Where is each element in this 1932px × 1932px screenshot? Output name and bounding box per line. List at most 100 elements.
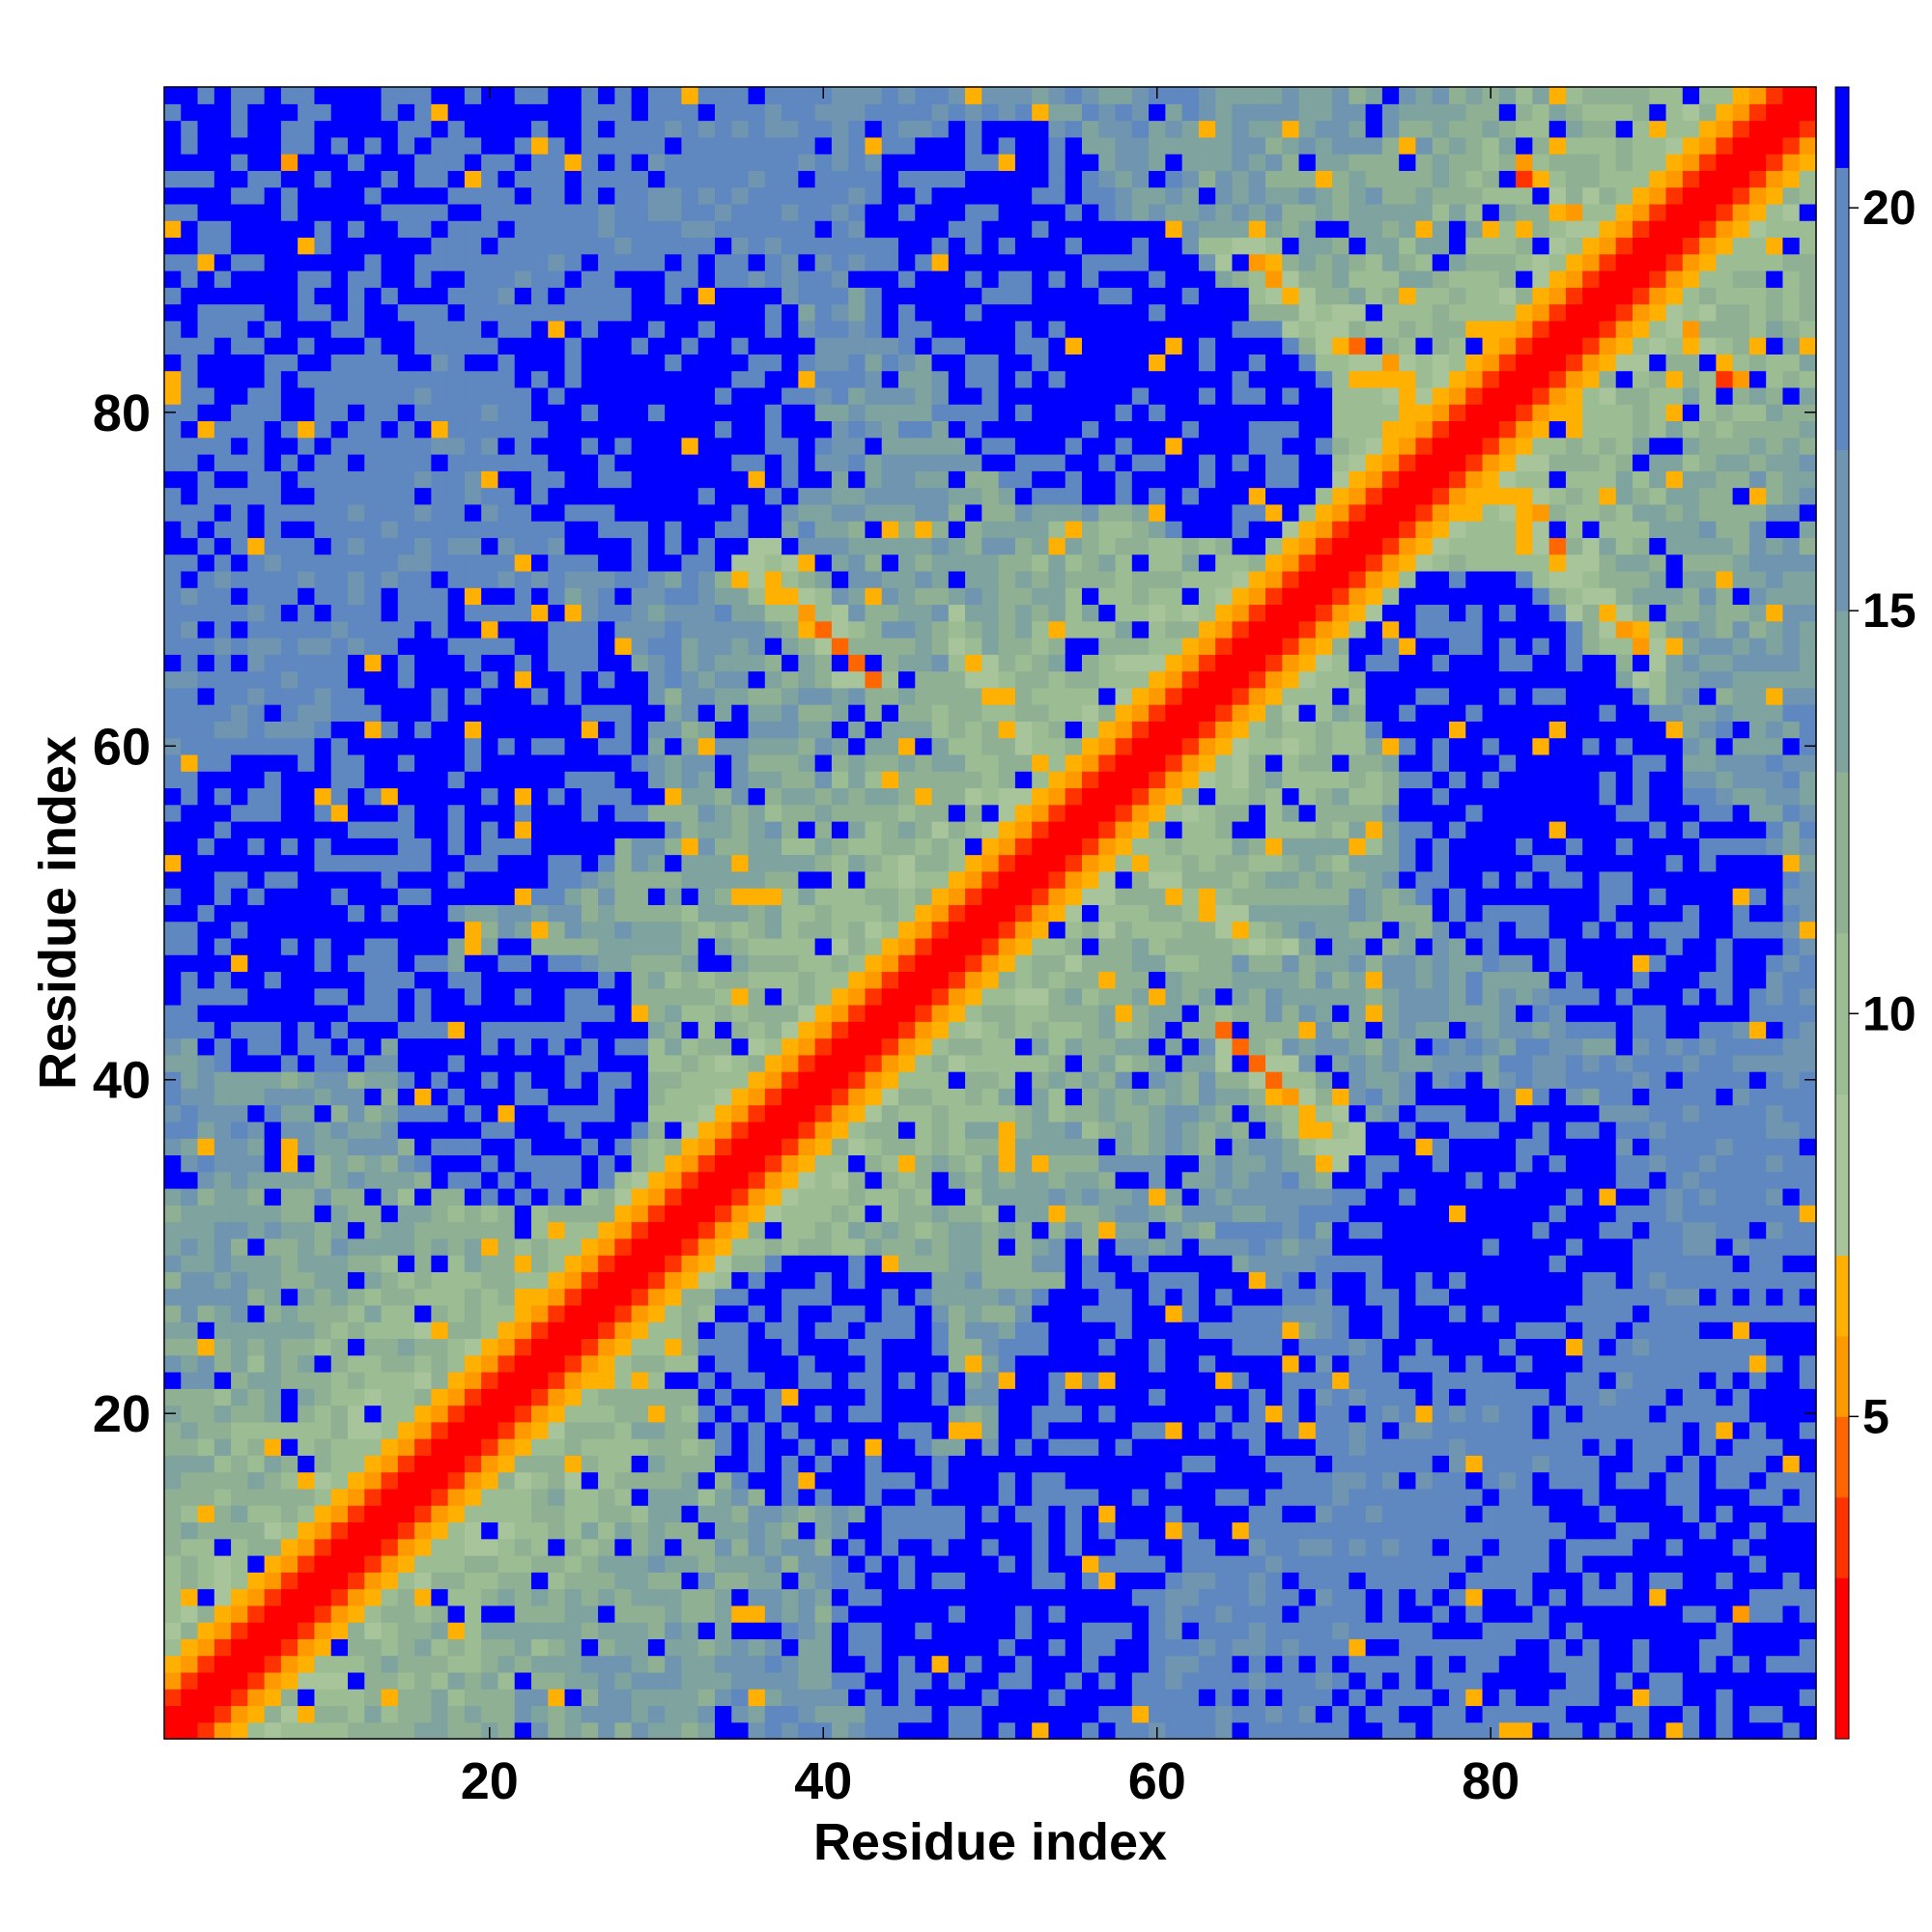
heatmap-cell [1215,1689,1234,1707]
heatmap-cell [564,1121,582,1139]
heatmap-cell [431,253,449,271]
heatmap-cell [397,821,415,838]
heatmap-cell [931,1237,950,1256]
heatmap-cell [564,1689,582,1707]
heatmap-cell [213,136,232,155]
heatmap-cell [665,1338,683,1356]
heatmap-cell [1415,1455,1434,1473]
heatmap-cell [548,1354,566,1373]
heatmap-cell [298,386,316,405]
heatmap-cell [397,1488,415,1506]
heatmap-cell [598,1255,615,1272]
heatmap-cell [1548,1421,1567,1439]
heatmap-cell [631,1104,649,1122]
heatmap-cell [1265,1321,1283,1340]
heatmap-cell [231,1154,248,1173]
heatmap-cell [330,1421,349,1439]
heatmap-cell [1365,1321,1383,1340]
heatmap-cell [164,620,182,639]
heatmap-cell [447,1455,466,1473]
heatmap-cell [865,1471,883,1490]
heatmap-cell [264,503,282,522]
heatmap-cell [280,253,298,271]
heatmap-cell [731,1237,750,1256]
heatmap-cell [348,1655,365,1673]
heatmap-cell [481,1438,499,1456]
heatmap-cell [164,1321,182,1340]
heatmap-cell [1265,1405,1283,1423]
heatmap-cell [548,1088,566,1106]
heatmap-cell [414,1622,432,1639]
heatmap-cell [464,87,482,104]
heatmap-cell [1665,1655,1684,1673]
heatmap-cell [1516,1689,1533,1707]
heatmap-cell [1198,1588,1216,1606]
heatmap-cell [1032,1655,1050,1673]
heatmap-cell [447,1171,466,1189]
heatmap-cell [397,870,415,889]
heatmap-cell [481,1138,499,1156]
heatmap-cell [1282,1354,1300,1373]
heatmap-cell [280,587,298,606]
heatmap-cell [298,370,316,388]
heatmap-cell [514,737,532,755]
heatmap-cell [1449,1421,1466,1439]
heatmap-cell [1532,1471,1550,1490]
heatmap-cell [1732,1638,1750,1657]
heatmap-cell [497,987,516,1006]
heatmap-cell [330,971,349,989]
heatmap-cell [164,420,182,439]
heatmap-cell [531,1338,549,1356]
heatmap-cell [1748,1705,1767,1723]
heatmap-cell [330,454,349,471]
heatmap-cell [1298,1455,1317,1473]
heatmap-cell [197,787,215,806]
heatmap-cell [1265,1521,1283,1540]
heatmap-cell [564,1588,582,1606]
heatmap-cell [1449,1255,1466,1272]
heatmap-cell [1615,1521,1634,1540]
heatmap-cell [247,1205,266,1223]
heatmap-cell [1115,1338,1133,1356]
heatmap-cell [197,1438,215,1456]
heatmap-cell [697,1405,716,1423]
heatmap-cell [414,1288,432,1306]
heatmap-cell [781,1521,799,1540]
heatmap-cell [213,638,232,655]
heatmap-cell [247,1188,266,1206]
heatmap-cell [764,1671,782,1690]
heatmap-cell [1215,1288,1234,1306]
heatmap-cell [447,954,466,973]
heatmap-cell [447,1488,466,1506]
heatmap-cell [181,554,199,572]
heatmap-cell [481,1321,499,1340]
heatmap-cell [598,470,615,489]
heatmap-cell [414,1021,432,1039]
heatmap-cell [514,136,532,155]
heatmap-cell [1699,1405,1717,1423]
heatmap-cell [931,1405,950,1423]
heatmap-cell [314,1138,332,1156]
heatmap-cell [1349,1671,1367,1690]
heatmap-cell [998,1605,1016,1623]
heatmap-cell [464,1354,482,1373]
heatmap-cell [831,1304,849,1322]
heatmap-cell [614,1638,633,1657]
heatmap-cell [1014,1288,1033,1306]
heatmap-cell [564,270,582,288]
heatmap-cell [348,854,365,872]
heatmap-cell [531,454,549,471]
heatmap-cell [280,303,298,322]
heatmap-cell [1315,1255,1333,1272]
heatmap-cell [414,854,432,872]
heatmap-cell [965,1605,982,1623]
heatmap-cell [314,554,332,572]
heatmap-cell [965,1689,982,1707]
heatmap-cell [1665,1689,1684,1707]
heatmap-cell [414,1455,432,1473]
heatmap-cell [247,1488,266,1506]
heatmap-cell [264,854,282,872]
heatmap-cell [197,420,215,439]
heatmap-cell [213,1372,232,1389]
heatmap-cell [164,1154,182,1173]
